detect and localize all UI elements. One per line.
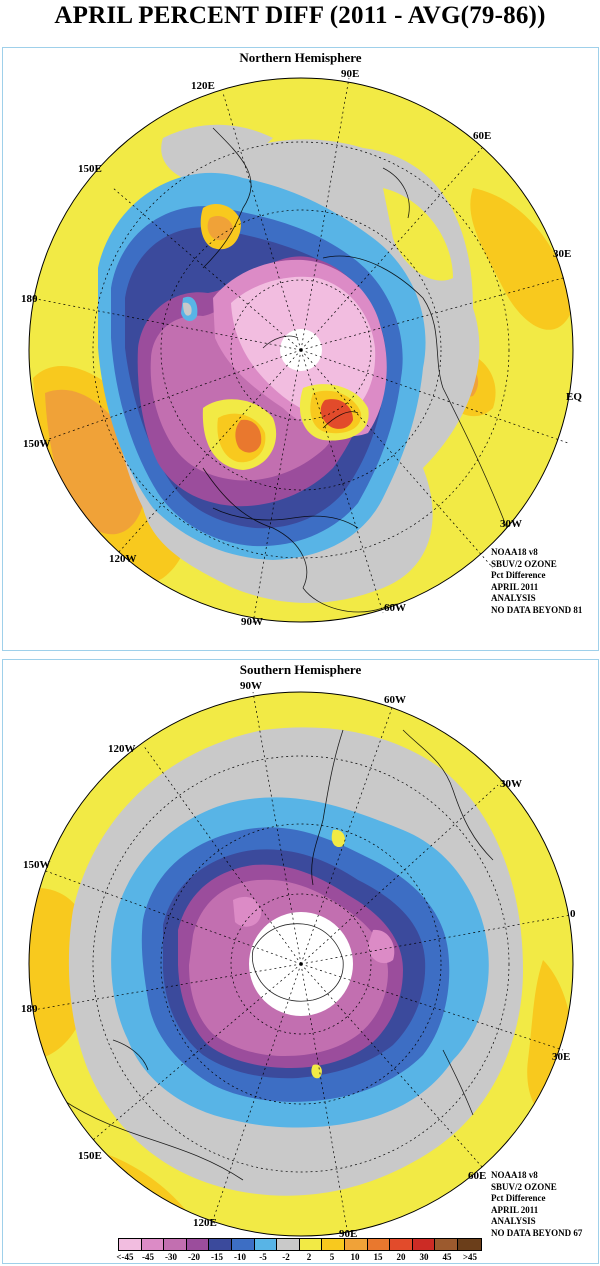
legend-labels: <-45 -45 -30 -20 -15 -10 -5 -2 2 5 10 15… [116,1251,482,1263]
legend-swatch [141,1239,165,1250]
south-lon-label-30e: 30E [552,1051,571,1063]
south-info-block: NOAA18 v8 SBUV/2 OZONE Pct Difference AP… [491,1170,582,1239]
legend-swatch [344,1239,368,1250]
northern-hemisphere-map [28,77,574,624]
north-lon-label-150e: 150E [78,163,102,175]
legend-label: -20 [188,1252,200,1262]
north-info-line: NOAA18 v8 [491,547,538,557]
legend-swatch [322,1239,345,1250]
legend-swatch [412,1239,436,1250]
north-info-line: APRIL 2011 [491,581,539,592]
north-info-line: SBUV/2 OZONE [491,558,557,569]
legend-label: 30 [419,1252,429,1262]
legend-label: 15 [373,1252,383,1262]
north-lon-label-180: 180 [21,293,38,305]
legend-label: -2 [282,1252,290,1262]
north-lon-label-120w: 120W [109,553,137,565]
south-info-line: ANALYSIS [491,1216,536,1226]
south-lon-label-150w: 150W [23,859,51,871]
south-lon-label-120e: 120E [193,1217,217,1229]
legend-swatch [231,1239,255,1250]
legend-swatch [164,1239,187,1250]
north-lon-label-120e: 120E [191,80,215,92]
legend-swatch [299,1239,323,1250]
legend-label: <-45 [116,1252,134,1262]
legend-label: 5 [329,1252,335,1262]
south-lon-label-60w: 60W [384,694,406,706]
legend-label: 2 [306,1252,312,1262]
southern-hemisphere-map [28,691,574,1237]
north-lon-label-150w: 150W [23,438,51,450]
legend-label: 10 [350,1252,360,1262]
north-lon-label-90e: 90E [341,68,360,80]
north-lon-label-30w: 30W [500,518,522,530]
south-info-line: APRIL 2011 [491,1204,539,1215]
legend-swatch [457,1239,481,1250]
legend-swatch [390,1239,413,1250]
north-lon-label-90w: 90W [241,616,263,628]
south-info-line: Pct Difference [491,1193,546,1203]
color-legend: <-45 -45 -30 -20 -15 -10 -5 -2 2 5 10 15… [116,1238,482,1263]
south-lon-label-120w: 120W [108,743,136,755]
north-info-block: NOAA18 v8 SBUV/2 OZONE Pct Difference AP… [491,547,582,616]
legend-swatch [119,1239,142,1250]
south-info-line: SBUV/2 OZONE [491,1181,557,1192]
legend-color-bar [118,1238,482,1251]
south-lon-label-60e: 60E [468,1170,487,1182]
page-title: APRIL PERCENT DIFF (2011 - AVG(79-86)) [54,2,546,29]
legend-swatch [254,1239,278,1250]
legend-swatch [186,1239,210,1250]
north-info-line: ANALYSIS [491,593,536,603]
north-lon-label-60e: 60E [473,130,492,142]
legend-swatch [367,1239,391,1250]
legend-label: -30 [165,1252,177,1262]
legend-swatch [209,1239,232,1250]
legend-label: 45 [442,1252,452,1262]
north-info-line: Pct Difference [491,570,546,580]
northern-hemisphere-title: Northern Hemisphere [239,50,362,65]
south-lon-label-90w: 90W [240,680,262,692]
legend-swatch [435,1239,458,1250]
legend-label: >45 [462,1252,478,1262]
north-lon-label-30e: 30E [553,248,572,260]
south-info-line: NO DATA BEYOND 67 [491,1227,583,1238]
south-lon-label-0: 0 [570,908,576,920]
south-lon-label-150e: 150E [78,1150,102,1162]
legend-label: 20 [396,1252,406,1262]
legend-label: -5 [259,1252,267,1262]
north-lon-label-eq: EQ [566,391,582,403]
legend-label: -45 [142,1252,154,1262]
north-lon-label-60w: 60W [384,602,406,614]
south-lon-label-90e: 90E [339,1228,358,1240]
legend-label: -10 [234,1252,246,1262]
northern-hemisphere-panel: Northern Hemisphere [2,47,599,651]
south-info-line: NOAA18 v8 [491,1170,538,1180]
legend-label: -15 [211,1252,223,1262]
south-lon-label-180: 180 [21,1003,38,1015]
north-info-line: NO DATA BEYOND 81 [491,604,583,615]
legend-swatch [277,1239,300,1250]
south-lon-label-30w: 30W [500,778,522,790]
southern-hemisphere-panel: Southern Hemisphere [2,659,599,1264]
southern-hemisphere-title: Southern Hemisphere [239,662,362,677]
